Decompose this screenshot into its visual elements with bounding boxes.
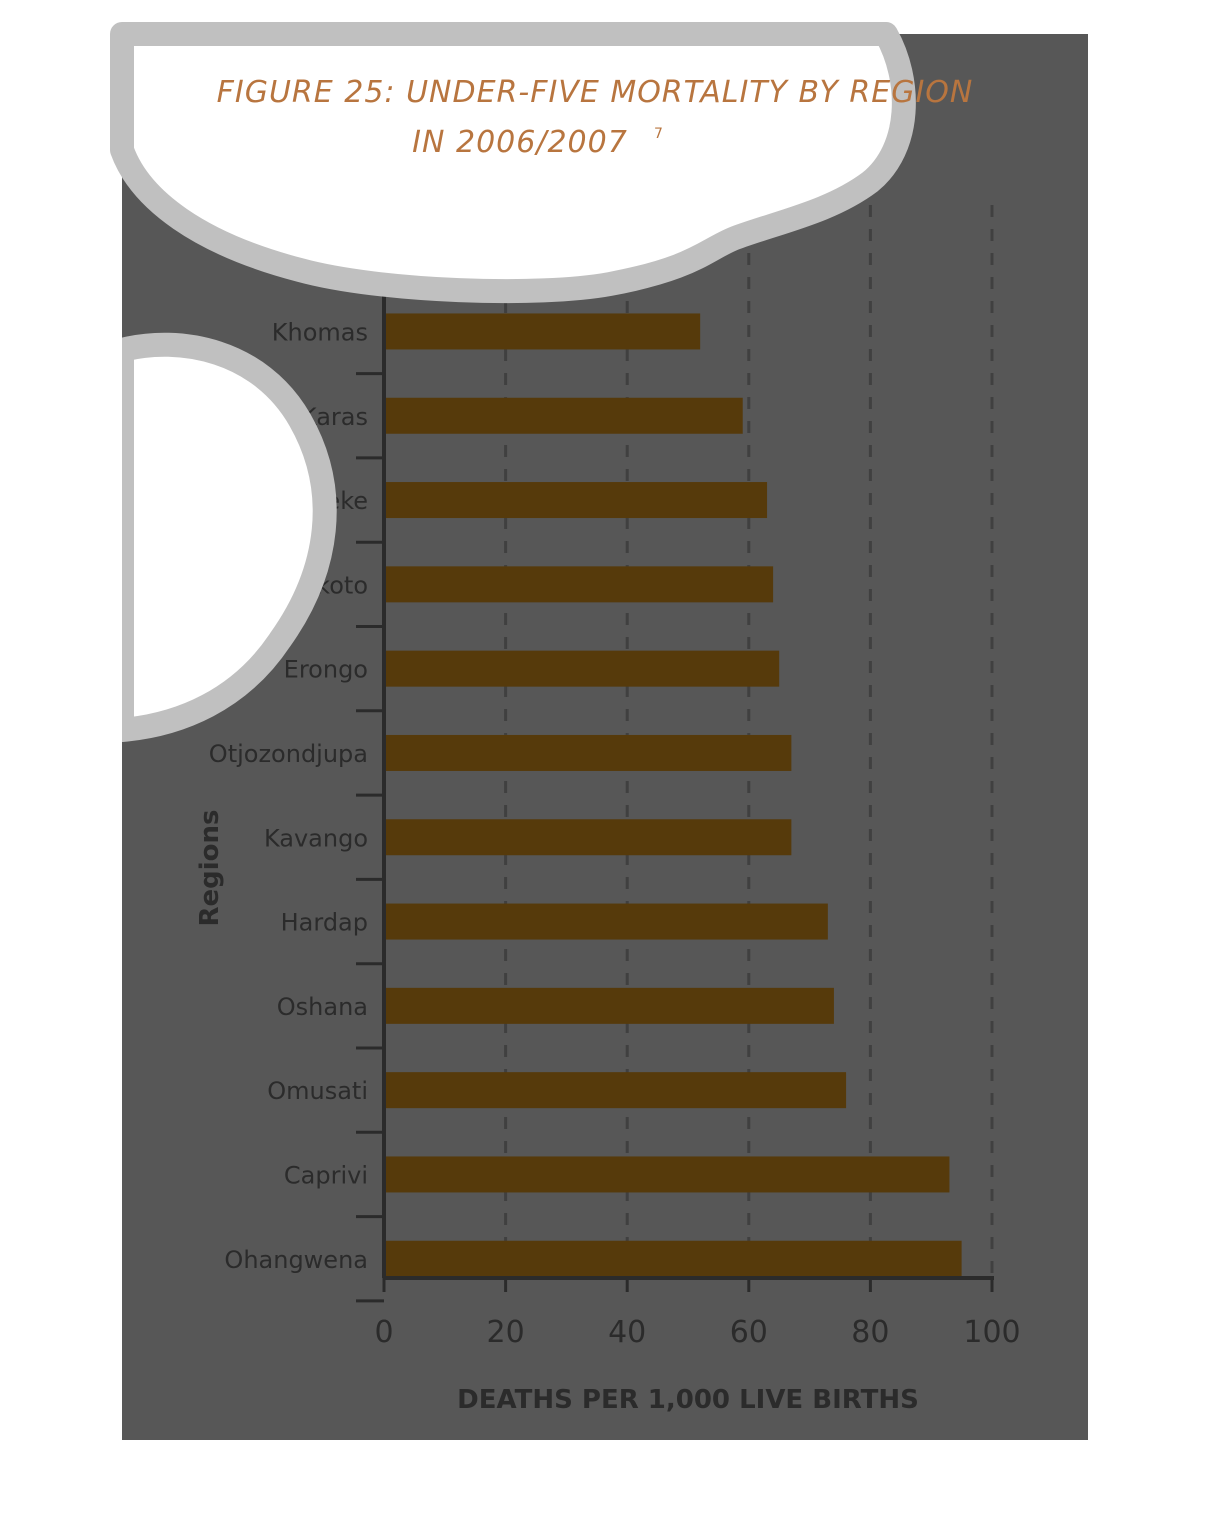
chart-subtitle: IN 2006/2007 bbox=[412, 125, 628, 160]
category-label: Hardap bbox=[281, 909, 368, 937]
bar bbox=[384, 734, 792, 771]
bar bbox=[384, 313, 701, 350]
bar bbox=[384, 903, 828, 940]
bar bbox=[384, 1072, 847, 1109]
axes bbox=[356, 203, 994, 1303]
category-label: Ohangwena bbox=[224, 1246, 368, 1274]
x-tick-label: 40 bbox=[608, 1315, 646, 1350]
bar bbox=[384, 482, 768, 519]
chart-subtitle-group: IN 2006/2007 7 bbox=[412, 125, 663, 160]
category-label: Otjozondjupa bbox=[209, 740, 368, 768]
category-label: Omusati bbox=[267, 1077, 368, 1105]
category-label: Khomas bbox=[272, 318, 368, 346]
x-tick-label: 60 bbox=[730, 1315, 768, 1350]
bar bbox=[384, 650, 780, 687]
bar bbox=[384, 1240, 962, 1277]
chart-title: FIGURE 25: UNDER-FIVE MORTALITY BY REGIO… bbox=[217, 75, 974, 110]
x-tick-label: 100 bbox=[963, 1315, 1020, 1350]
bar bbox=[384, 566, 774, 603]
category-label: Erongo bbox=[284, 656, 368, 684]
x-tick-label: 80 bbox=[851, 1315, 889, 1350]
y-axis-title: Regions bbox=[195, 809, 225, 926]
x-tick-label: 20 bbox=[487, 1315, 525, 1350]
bar bbox=[384, 397, 743, 434]
bar bbox=[384, 819, 792, 856]
bar bbox=[384, 1156, 950, 1193]
overlay-cloud-left bbox=[110, 332, 337, 742]
overlay-left-mask bbox=[0, 330, 122, 750]
chart-title-footnote: 7 bbox=[654, 126, 663, 142]
overlay-cloud-top bbox=[110, 22, 916, 304]
category-label: Oshana bbox=[277, 993, 368, 1021]
tick-labels: 0 20 40 60 80 100 bbox=[374, 1315, 1020, 1350]
x-axis-title: DEATHS PER 1,000 LIVE BIRTHS bbox=[457, 1385, 919, 1415]
category-label: Kavango bbox=[264, 824, 368, 852]
x-tick-label: 0 bbox=[374, 1315, 393, 1350]
bar bbox=[384, 987, 834, 1024]
category-label: Caprivi bbox=[284, 1161, 368, 1189]
